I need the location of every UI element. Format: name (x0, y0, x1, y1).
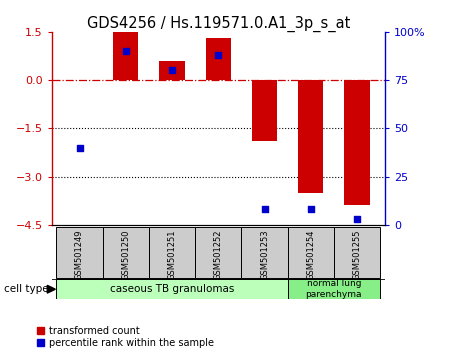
FancyBboxPatch shape (241, 227, 288, 278)
Text: GSM501249: GSM501249 (75, 229, 84, 280)
Text: GSM501254: GSM501254 (306, 229, 315, 280)
Title: GDS4256 / Hs.119571.0.A1_3p_s_at: GDS4256 / Hs.119571.0.A1_3p_s_at (86, 16, 350, 32)
Point (168, 68, 176, 73)
Text: GSM501251: GSM501251 (167, 229, 176, 280)
Point (122, 48, 129, 54)
Text: GSM501255: GSM501255 (352, 229, 361, 280)
Bar (206, 38, 231, 80)
Point (261, 206, 268, 212)
Text: GSM501250: GSM501250 (121, 229, 130, 280)
FancyBboxPatch shape (288, 279, 380, 299)
Bar (252, 80, 277, 141)
Point (307, 206, 315, 212)
Text: normal lung
parenchyma: normal lung parenchyma (306, 279, 362, 298)
Text: GSM501253: GSM501253 (260, 229, 269, 280)
Bar (113, 32, 139, 80)
Text: cell type: cell type (4, 284, 49, 294)
Bar (159, 61, 184, 80)
Text: caseous TB granulomas: caseous TB granulomas (110, 284, 234, 294)
Point (215, 52, 222, 58)
FancyBboxPatch shape (334, 227, 380, 278)
Bar (344, 80, 370, 205)
Text: GSM501252: GSM501252 (214, 229, 223, 280)
Bar (298, 80, 324, 193)
FancyBboxPatch shape (56, 227, 103, 278)
FancyBboxPatch shape (149, 227, 195, 278)
FancyBboxPatch shape (195, 227, 241, 278)
Legend: transformed count, percentile rank within the sample: transformed count, percentile rank withi… (36, 325, 215, 349)
Point (353, 216, 360, 222)
FancyBboxPatch shape (103, 227, 149, 278)
FancyBboxPatch shape (56, 279, 288, 299)
Point (76, 145, 83, 150)
FancyBboxPatch shape (288, 227, 334, 278)
